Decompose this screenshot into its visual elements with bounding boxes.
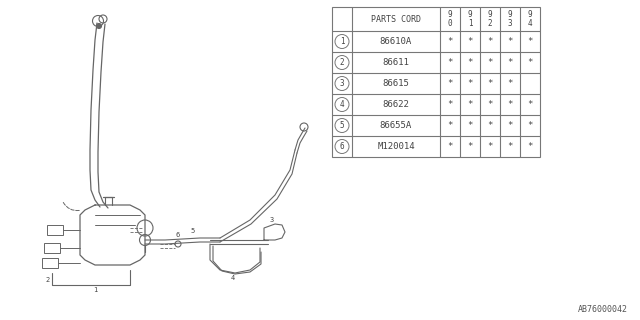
Text: 3: 3 (340, 79, 344, 88)
Text: *: * (447, 142, 452, 151)
Bar (47, 225, 63, 235)
Text: 86611: 86611 (383, 58, 410, 67)
Text: 86622: 86622 (383, 100, 410, 109)
Text: *: * (447, 58, 452, 67)
Bar (42, 258, 58, 268)
Text: *: * (527, 121, 532, 130)
Text: *: * (527, 37, 532, 46)
Bar (44, 243, 60, 253)
Text: *: * (527, 142, 532, 151)
Text: PARTS CORD: PARTS CORD (371, 14, 421, 23)
Text: *: * (487, 37, 493, 46)
Text: *: * (467, 37, 473, 46)
Bar (332, 7, 540, 157)
Circle shape (97, 23, 102, 28)
Text: 86610A: 86610A (380, 37, 412, 46)
Text: 86615: 86615 (383, 79, 410, 88)
Text: *: * (447, 121, 452, 130)
Text: *: * (487, 79, 493, 88)
Text: *: * (447, 100, 452, 109)
Text: *: * (467, 79, 473, 88)
Text: *: * (467, 100, 473, 109)
Text: 9
0: 9 0 (448, 10, 452, 28)
Text: *: * (467, 121, 473, 130)
Text: *: * (508, 79, 513, 88)
Text: 9
4: 9 4 (528, 10, 532, 28)
Text: *: * (508, 121, 513, 130)
Text: 6: 6 (340, 142, 344, 151)
Text: *: * (508, 100, 513, 109)
Text: *: * (508, 58, 513, 67)
Text: *: * (487, 100, 493, 109)
Text: 6: 6 (176, 232, 180, 238)
Text: *: * (487, 121, 493, 130)
Text: 4: 4 (340, 100, 344, 109)
Text: 5: 5 (191, 228, 195, 234)
Text: AB76000042: AB76000042 (578, 305, 628, 314)
Text: 1: 1 (93, 287, 97, 293)
Text: *: * (467, 58, 473, 67)
Text: 5: 5 (340, 121, 344, 130)
Text: 2: 2 (340, 58, 344, 67)
Text: *: * (527, 100, 532, 109)
Text: 2: 2 (46, 277, 50, 283)
Text: *: * (508, 142, 513, 151)
Text: 9
3: 9 3 (508, 10, 512, 28)
Text: *: * (508, 37, 513, 46)
Text: *: * (447, 37, 452, 46)
Text: *: * (467, 142, 473, 151)
Text: *: * (487, 58, 493, 67)
Text: *: * (527, 58, 532, 67)
Text: 4: 4 (231, 275, 235, 281)
Text: M120014: M120014 (377, 142, 415, 151)
Text: 1: 1 (340, 37, 344, 46)
Text: *: * (487, 142, 493, 151)
Text: 86655A: 86655A (380, 121, 412, 130)
Text: *: * (447, 79, 452, 88)
Text: 9
1: 9 1 (468, 10, 472, 28)
Text: 9
2: 9 2 (488, 10, 492, 28)
Text: 3: 3 (270, 217, 275, 223)
